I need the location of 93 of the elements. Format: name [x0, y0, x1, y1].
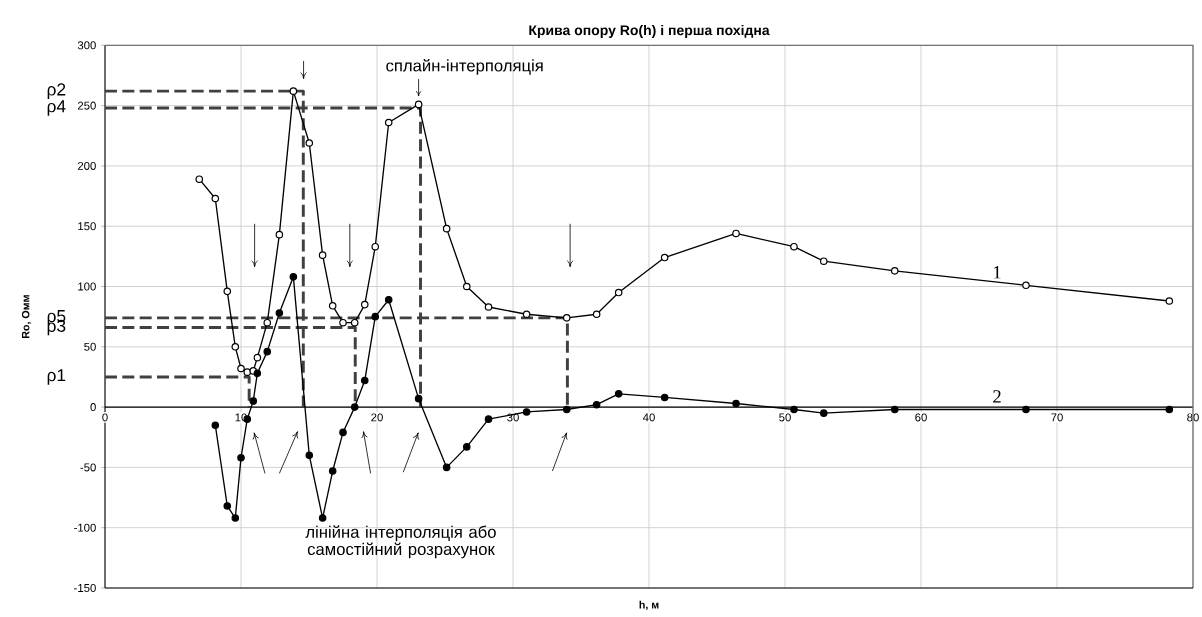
point: [660, 253, 669, 262]
point: [614, 288, 623, 297]
y-tick-label: -150: [74, 583, 96, 592]
point: [732, 229, 740, 238]
point: [732, 399, 740, 408]
point: [592, 400, 601, 409]
point: [384, 118, 393, 127]
point: [462, 443, 471, 451]
point: [231, 343, 240, 351]
point: [442, 224, 451, 233]
point: [371, 242, 380, 251]
x-tick-label: 30: [507, 413, 519, 422]
point: [243, 368, 252, 376]
y-tick-label: 250: [77, 101, 96, 110]
point: [442, 463, 451, 472]
point: [562, 405, 571, 414]
annotation: лінійна інтерполяція або самостійний розрахунок: [305, 525, 496, 559]
x-tick-label: 80: [1187, 413, 1199, 422]
point: [414, 394, 423, 403]
point: [350, 318, 359, 327]
point: [790, 242, 798, 251]
point: [562, 314, 571, 322]
point: [890, 267, 899, 275]
point: [223, 502, 232, 510]
point: [263, 318, 272, 327]
point: [414, 100, 423, 109]
chart-title: Крива опору Ro(h) і перша похідна: [529, 24, 770, 38]
point: [211, 421, 220, 429]
y-axis-title: Ro, Омм: [21, 295, 31, 339]
y-tick-label: 150: [78, 222, 96, 231]
point: [249, 397, 258, 405]
y-tick-label: -100: [74, 523, 96, 532]
series-label: 2: [993, 390, 1001, 403]
point: [275, 309, 284, 317]
point: [360, 300, 369, 309]
text: ρ1: [47, 369, 66, 385]
point: [384, 295, 393, 304]
point: [339, 428, 347, 437]
y-tick-label: 200: [77, 161, 96, 170]
point: [592, 310, 601, 319]
point: [231, 514, 240, 522]
point: [660, 393, 669, 402]
point: [484, 415, 493, 423]
text: ρ2: [47, 83, 66, 99]
x-tick-label: 0: [102, 413, 108, 422]
y-tick-label: 0: [90, 403, 96, 412]
x-tick-label: 20: [371, 413, 383, 422]
text: ρ4: [47, 100, 66, 116]
point: [289, 273, 298, 281]
point: [360, 376, 369, 385]
x-tick-label: 60: [915, 413, 927, 422]
point: [328, 302, 337, 310]
series-label: 1: [994, 266, 1001, 279]
point: [1022, 281, 1030, 290]
y-tick-label: -50: [80, 463, 96, 472]
point: [1165, 297, 1174, 305]
point: [890, 405, 899, 414]
point: [339, 318, 347, 327]
point: [1022, 405, 1030, 414]
point: [237, 364, 245, 373]
point: [289, 87, 298, 95]
point: [614, 390, 623, 398]
x-tick-label: 40: [642, 413, 655, 422]
point: [790, 405, 798, 414]
point: [350, 403, 359, 411]
point: [522, 408, 531, 416]
point: [328, 467, 337, 475]
x-axis-title: h, м: [639, 600, 659, 611]
point: [484, 303, 493, 311]
point: [263, 347, 272, 356]
point: [195, 175, 204, 183]
y-tick-label: 100: [78, 282, 96, 291]
point: [237, 453, 245, 462]
point: [1165, 405, 1174, 414]
point: [371, 312, 380, 321]
y-tick-label: 300: [77, 41, 96, 50]
point: [318, 514, 327, 522]
point: [819, 257, 828, 265]
point: [211, 194, 220, 203]
x-tick-label: 50: [779, 413, 791, 422]
point: [305, 139, 314, 147]
point: [305, 451, 314, 460]
point: [318, 251, 327, 259]
y-tick-label: 50: [84, 342, 96, 351]
point: [819, 409, 828, 417]
x-tick-label: 70: [1051, 413, 1063, 422]
point: [253, 353, 262, 362]
point: [522, 310, 531, 319]
point: [223, 287, 232, 296]
point: [253, 369, 262, 378]
point: [462, 282, 471, 291]
annotation: сплайн-інтерполяція: [386, 58, 543, 75]
point: [275, 230, 284, 239]
